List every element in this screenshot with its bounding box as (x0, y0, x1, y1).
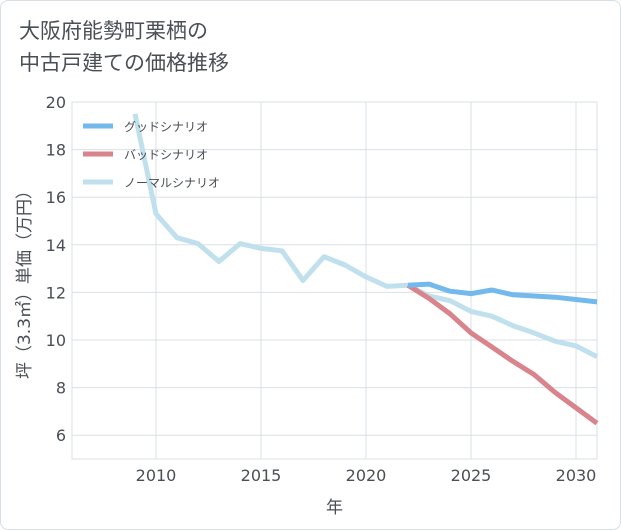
series-line-normal (132, 113, 599, 359)
y-tick-label: 18 (46, 141, 66, 160)
x-tick-label: 2025 (451, 466, 492, 485)
y-axis-label: 坪（3.3㎡）単価（万円） (15, 182, 35, 379)
legend-label-bad: バッドシナリオ (124, 148, 208, 162)
y-tick-label: 6 (56, 426, 66, 445)
x-tick-label: 2020 (346, 466, 387, 485)
y-tick-label: 12 (46, 283, 66, 302)
y-tick-label: 8 (56, 379, 66, 398)
y-tick-label: 10 (46, 331, 66, 350)
y-tick-label: 20 (46, 93, 66, 112)
chart-title-line-2: 中古戸建ての価格推移 (19, 51, 229, 75)
plot-frame (71, 101, 598, 460)
x-axis-label: 年 (326, 498, 343, 518)
y-tick-label: 14 (46, 236, 66, 255)
series-line-bad (406, 283, 599, 426)
legend-label-normal: ノーマルシナリオ (124, 176, 220, 190)
series-line-good (407, 281, 598, 305)
x-tick-label: 2015 (241, 466, 282, 485)
chart-title: 大阪府能勢町栗栖の 中古戸建ての価格推移 (19, 15, 229, 79)
x-axis-ticks: 2010 2015 2020 2025 2030 (136, 466, 597, 485)
x-tick-label: 2010 (136, 466, 177, 485)
y-axis-ticks: 6 8 10 12 14 16 18 20 (46, 93, 66, 445)
legend-label-good: グッドシナリオ (124, 120, 208, 134)
y-tick-label: 16 (46, 188, 66, 207)
chart-title-line-1: 大阪府能勢町栗栖の (19, 19, 208, 43)
series-lines (132, 113, 599, 426)
x-tick-label: 2030 (556, 466, 597, 485)
